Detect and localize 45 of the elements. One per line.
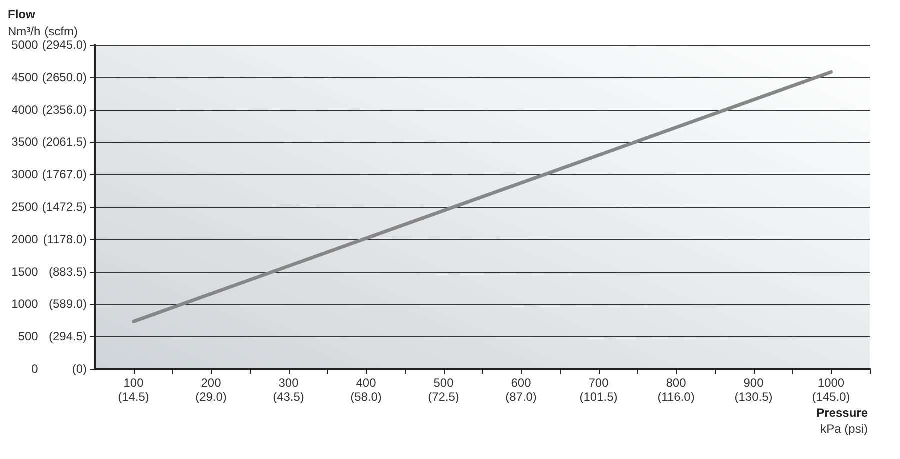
y2-tick-label: (2061.5)	[42, 135, 87, 150]
x2-tick-label: (58.0)	[350, 390, 382, 404]
x-tick-label: 200	[201, 376, 222, 390]
x-tick-label: 100	[124, 376, 144, 390]
y2-tick-label: (883.5)	[48, 264, 87, 279]
x2-tick-label: (130.5)	[734, 390, 773, 404]
x-tick-label: 500	[434, 376, 454, 390]
y2-tick-label: (2945.0)	[42, 38, 87, 52]
y-tick-label: 0	[32, 362, 39, 376]
y-tick-label: 1000	[12, 297, 39, 312]
y2-tick-label: (589.0)	[48, 297, 87, 312]
y-tick-label: 4500	[12, 70, 39, 84]
y-axis-title: Flow Nm³/h	[8, 8, 41, 38]
x-tick-label: 300	[278, 376, 300, 390]
y-tick-label: 3000	[12, 168, 39, 182]
y-tick-label: 5000	[12, 38, 39, 52]
y-tick-label: 2500	[12, 200, 39, 214]
y-tick-label: 3500	[12, 135, 39, 150]
x2-tick-label: (14.5)	[118, 390, 150, 404]
y-tick-label: 2000	[12, 232, 39, 246]
x2-tick-label: (72.5)	[428, 390, 460, 404]
x2-tick-label: (145.0)	[812, 390, 850, 404]
x2-tick-label: (101.5)	[580, 390, 618, 404]
x-tick-label: 600	[511, 376, 532, 390]
y2-tick-label: (294.5)	[48, 330, 87, 344]
x2-tick-label: (43.5)	[273, 390, 304, 404]
y2-axis-title: (scfm)	[44, 24, 78, 38]
y2-tick-label: (1178.0)	[43, 232, 87, 246]
x-tick-label: 400	[356, 376, 377, 390]
x2-tick-label: (116.0)	[658, 390, 695, 404]
x-tick-label: 1000	[818, 376, 845, 390]
y2-tick-label: (1472.5)	[42, 200, 87, 214]
y2-tick-label: (2356.0)	[42, 102, 87, 117]
x2-tick-label: (87.0)	[506, 390, 537, 404]
y2-tick-label: (1767.0)	[42, 168, 87, 182]
x2-tick-label: (29.0)	[196, 390, 227, 404]
x-tick-label: 800	[666, 376, 687, 390]
x-tick-label: 700	[588, 376, 610, 390]
y-tick-label: 4000	[12, 102, 39, 117]
y2-tick-label: (2650.0)	[42, 70, 87, 84]
x-axis-title: Pressure kPa (psi)	[816, 406, 868, 436]
y2-tick-label: (0)	[72, 362, 87, 376]
y-tick-label: 500	[18, 330, 39, 344]
y-tick-label: 1500	[12, 264, 39, 279]
x-tick-label: 900	[744, 376, 764, 390]
